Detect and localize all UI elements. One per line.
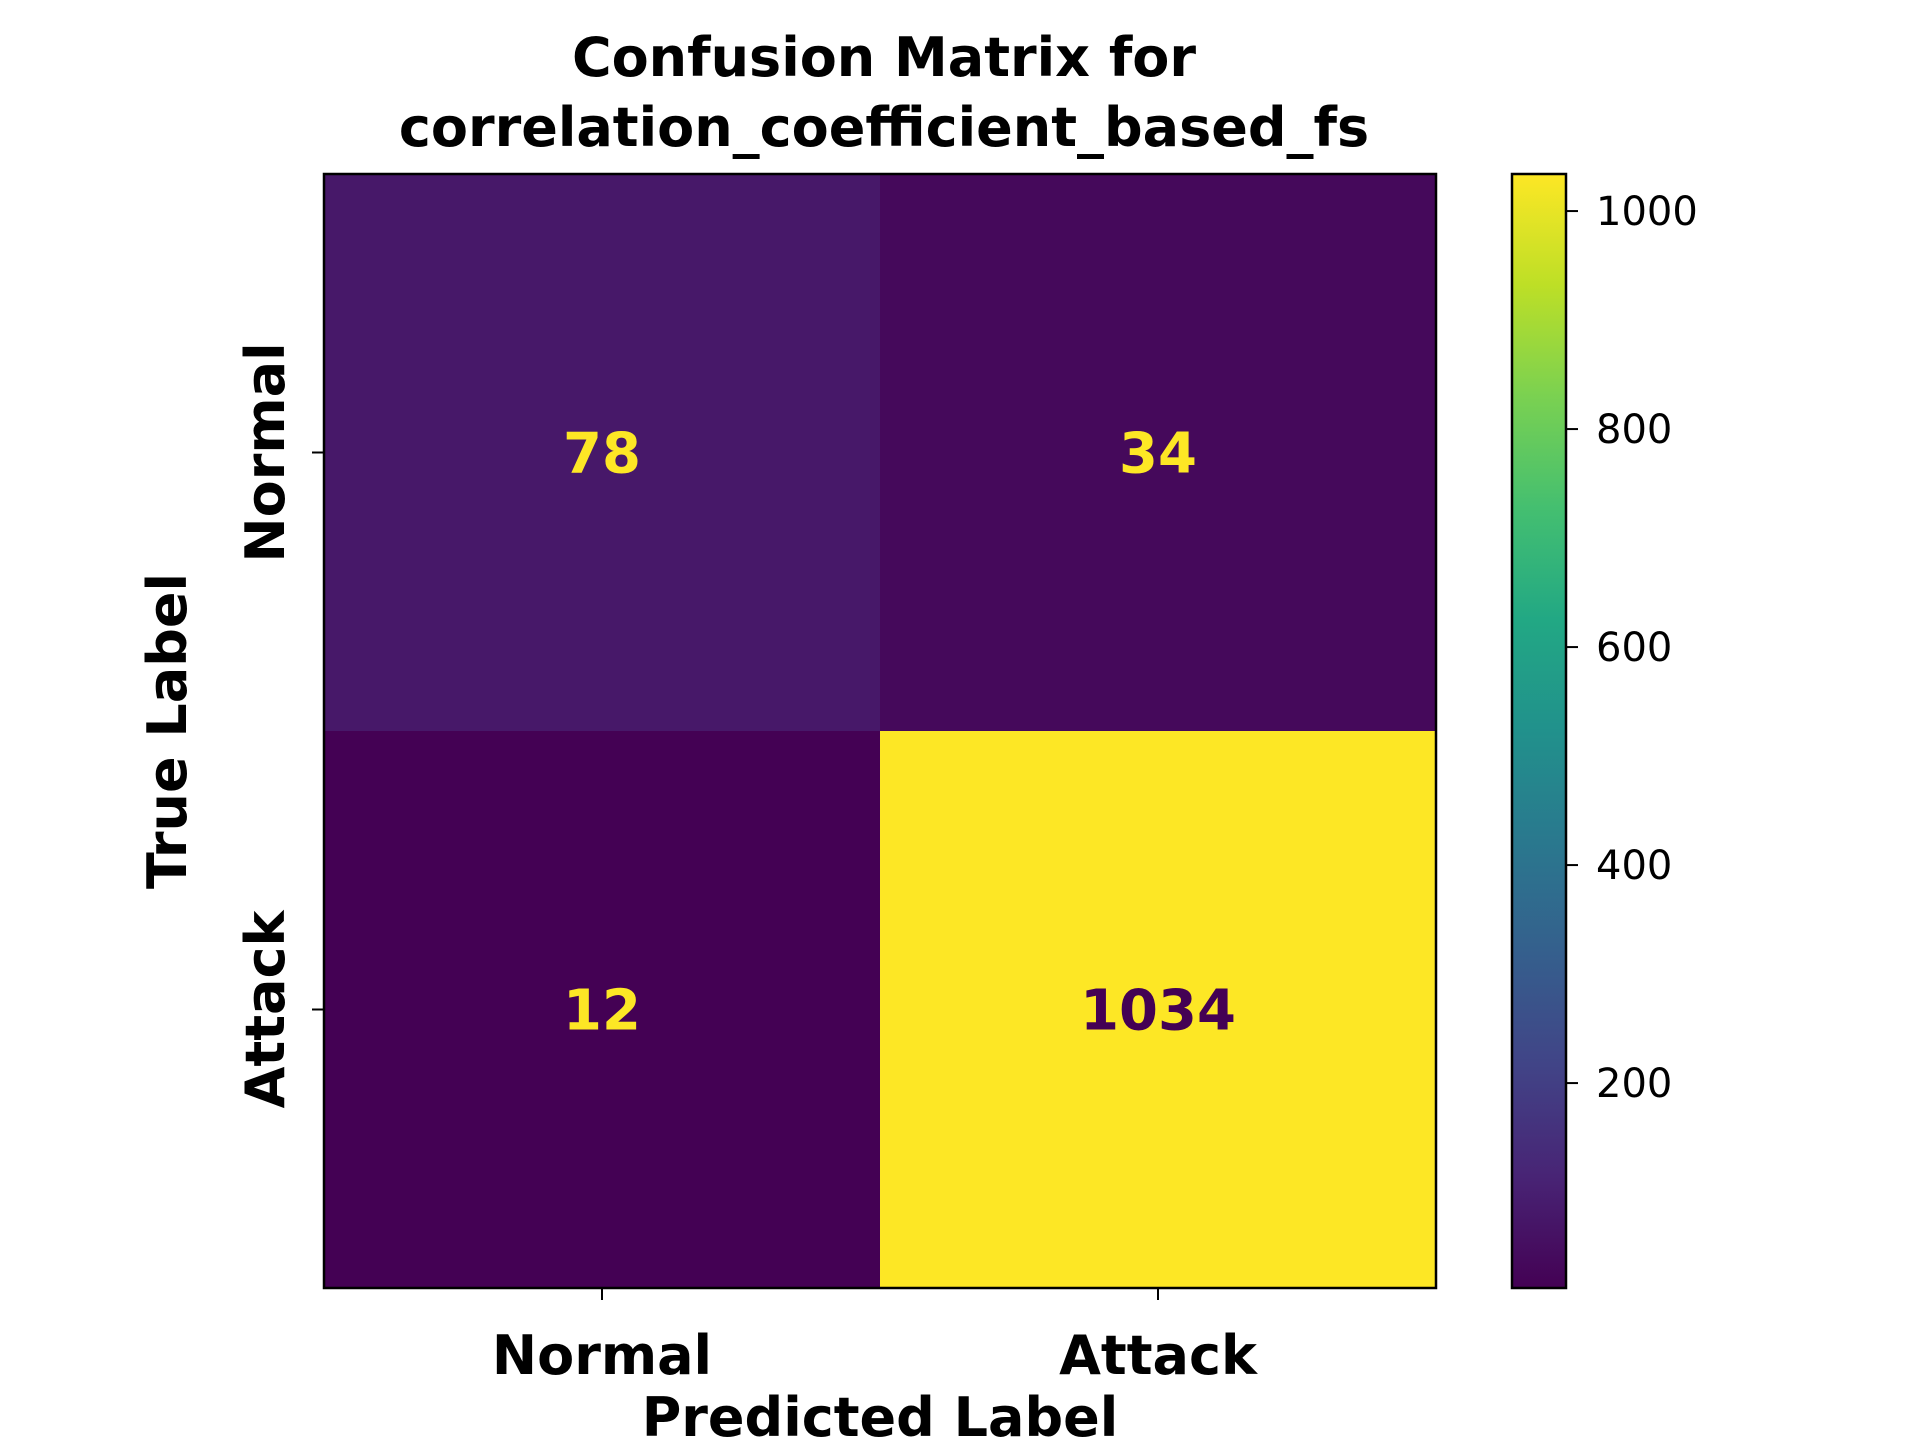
colorbar (1510, 172, 1568, 1290)
y-axis-label: True Label (136, 573, 199, 889)
colorbar-tick-label: 600 (1596, 625, 1672, 671)
colorbar-ticks: 200 400 600 800 1000 (1566, 189, 1698, 1107)
heatmap-cells (324, 174, 1437, 1289)
heatmap-value-labels: 78 34 12 1034 (563, 422, 1236, 1044)
heatmap-cell-normal-normal (324, 174, 881, 732)
colorbar-tick-label: 200 (1596, 1061, 1672, 1107)
plot-frame (322, 172, 1438, 1290)
y-axis-ticks: Normal Attack (234, 342, 324, 1108)
x-axis-ticks: Normal Attack (492, 1288, 1258, 1387)
heatmap-cell-normal-attack (880, 174, 1437, 732)
cell-value-label: 1034 (1080, 979, 1236, 1044)
colorbar-tick-label: 1000 (1596, 189, 1698, 235)
heatmap-cell-attack-attack (880, 731, 1437, 1289)
x-tick-label-normal: Normal (492, 1324, 712, 1387)
y-tick-label-normal: Normal (234, 342, 297, 562)
chart-title-line-2: correlation_coefficient_based_fs (399, 96, 1369, 159)
cell-value-label: 12 (563, 979, 641, 1044)
cell-value-label: 78 (563, 422, 641, 487)
colorbar-tick-label: 800 (1596, 407, 1672, 453)
x-tick-label-attack: Attack (1059, 1324, 1258, 1387)
x-axis-label: Predicted Label (642, 1386, 1119, 1440)
heatmap-cell-attack-normal (324, 731, 881, 1289)
chart-title-line-1: Confusion Matrix for (572, 26, 1196, 89)
y-tick-label-attack: Attack (234, 910, 297, 1109)
colorbar-tick-label: 400 (1596, 843, 1672, 889)
cell-value-label: 34 (1119, 422, 1197, 487)
